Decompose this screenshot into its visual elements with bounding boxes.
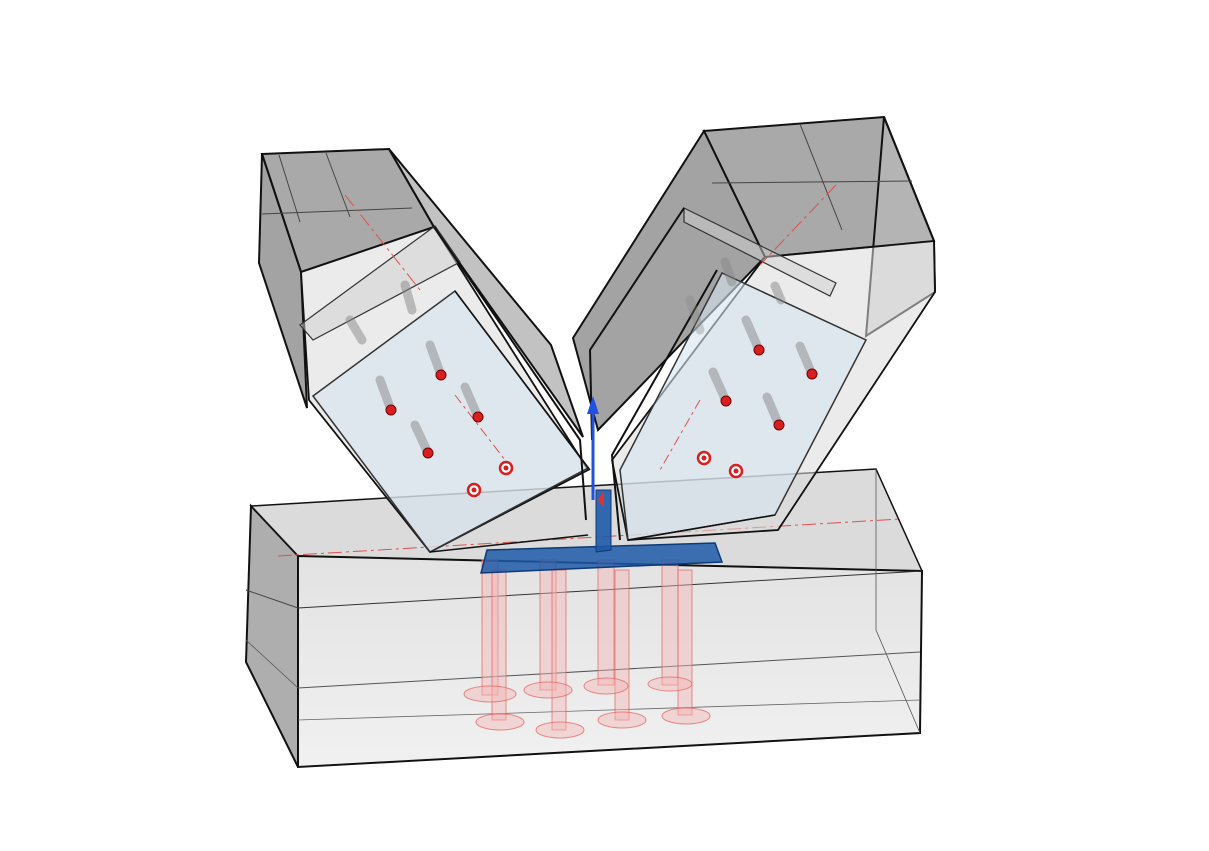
anchor-rod xyxy=(677,569,693,716)
bolt-marker xyxy=(773,419,785,431)
anchor-rod xyxy=(597,559,615,686)
left-brace-axis xyxy=(344,194,421,291)
anchor-rod xyxy=(551,569,567,731)
bolt-marker xyxy=(806,368,818,380)
right-side-plate xyxy=(619,272,868,541)
anchor-rod xyxy=(614,569,630,721)
base-beam-axis xyxy=(277,518,901,557)
left-bolts xyxy=(345,280,514,498)
anchor-rod xyxy=(661,559,679,686)
bolt-marker xyxy=(385,404,397,416)
anchor-rods xyxy=(463,559,711,739)
base-plate-fin xyxy=(595,489,612,553)
bolt-marker xyxy=(720,395,732,407)
x-axis-marker xyxy=(598,490,604,508)
base-plate[interactable] xyxy=(480,489,724,574)
right-brace-axis xyxy=(759,184,837,266)
bolt-marker xyxy=(435,369,447,381)
left-brace[interactable] xyxy=(257,147,591,554)
base-beam[interactable] xyxy=(244,468,924,769)
bolt-marker xyxy=(422,447,434,459)
bolt-marker xyxy=(472,411,484,423)
up-axis-arrow xyxy=(587,396,604,508)
right-bolts xyxy=(685,257,818,479)
right-brace[interactable] xyxy=(571,115,937,541)
bolt-marker xyxy=(753,344,765,356)
